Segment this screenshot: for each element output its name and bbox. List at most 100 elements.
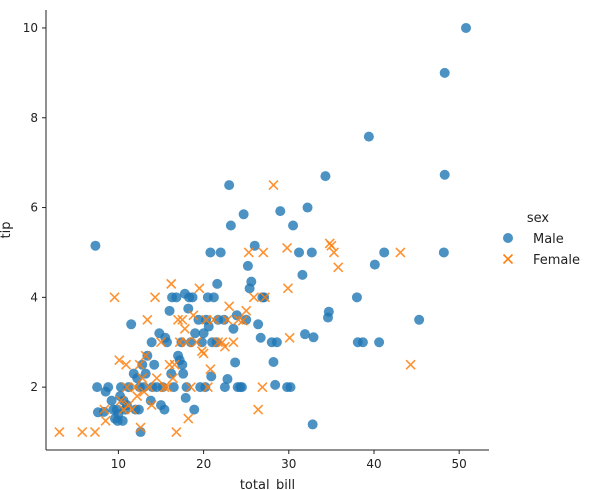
- data-point: [166, 278, 177, 289]
- data-point: [284, 332, 295, 343]
- data-point: [114, 355, 125, 366]
- data-point: [285, 382, 296, 393]
- data-point: [219, 314, 230, 325]
- data-point: [414, 314, 425, 325]
- data-point: [438, 247, 449, 258]
- legend-item-female: Female: [502, 253, 580, 268]
- data-point: [198, 348, 209, 359]
- data-point: [439, 169, 450, 180]
- data-point: [224, 180, 235, 191]
- axes: 10 20 30 40 50 2 4 6 8 10: [23, 10, 489, 471]
- data-point: [172, 314, 184, 325]
- data-point: [320, 171, 331, 182]
- y-axis-label: tip: [0, 222, 14, 239]
- data-point: [142, 314, 153, 325]
- data-point: [219, 341, 230, 352]
- data-point: [161, 382, 173, 393]
- data-point: [236, 382, 247, 393]
- legend-title: sex: [527, 211, 550, 226]
- data-point: [179, 323, 190, 334]
- data-point: [142, 350, 153, 361]
- data-point: [132, 373, 143, 384]
- data-point: [405, 359, 416, 370]
- data-point: [140, 350, 151, 361]
- data-point: [258, 247, 269, 258]
- y-tick-label: 2: [30, 380, 38, 394]
- data-point: [185, 382, 196, 393]
- data-point: [205, 364, 216, 375]
- data-point: [135, 422, 146, 433]
- data-point: [328, 247, 340, 258]
- data-point: [208, 314, 219, 325]
- data-point: [379, 247, 390, 258]
- x-tick-label: 20: [196, 457, 211, 471]
- legend-marker-female: [502, 253, 514, 265]
- data-point: [299, 329, 310, 340]
- data-point: [206, 371, 217, 382]
- data-point: [243, 247, 254, 258]
- data-point: [212, 278, 223, 289]
- data-point: [155, 337, 167, 348]
- data-point: [100, 415, 111, 426]
- data-point: [134, 359, 145, 370]
- x-tick-label: 10: [111, 457, 126, 471]
- data-point: [176, 337, 187, 348]
- data-point: [302, 202, 313, 213]
- legend-marker-male: [503, 233, 513, 243]
- legend-label-female: Female: [533, 253, 580, 268]
- data-point: [228, 323, 239, 334]
- data-point: [222, 374, 233, 385]
- data-point: [183, 413, 194, 424]
- series-male: [90, 22, 471, 438]
- data-point: [288, 220, 299, 231]
- data-point: [225, 220, 236, 231]
- data-point: [460, 22, 471, 33]
- data-point: [146, 337, 157, 348]
- data-point: [333, 262, 344, 273]
- data-point: [164, 305, 175, 316]
- data-point: [257, 382, 268, 393]
- data-point: [205, 247, 216, 258]
- y-tick-label: 10: [23, 21, 38, 35]
- data-point: [149, 359, 160, 370]
- legend-item-male: Male: [503, 232, 564, 247]
- data-point: [395, 247, 406, 258]
- y-tick-label: 4: [30, 290, 38, 304]
- data-point: [89, 426, 101, 438]
- data-point: [187, 292, 198, 303]
- data-point: [351, 292, 362, 303]
- data-point: [268, 357, 279, 367]
- data-point: [259, 292, 271, 303]
- data-point: [121, 359, 132, 370]
- data-point: [115, 395, 127, 406]
- data-point: [178, 368, 189, 379]
- data-point: [166, 368, 177, 379]
- data-point: [241, 305, 252, 316]
- data-point: [137, 359, 148, 370]
- data-point: [203, 321, 214, 332]
- data-point: [121, 382, 132, 393]
- data-point: [270, 379, 281, 390]
- data-point: [189, 404, 200, 415]
- data-point: [297, 269, 308, 280]
- series-female: [54, 180, 416, 438]
- data-point: [171, 292, 182, 303]
- data-point: [159, 404, 170, 415]
- x-tick-label: 40: [366, 457, 381, 471]
- data-point: [196, 337, 207, 348]
- y-tick-label: 8: [30, 111, 38, 125]
- data-point: [151, 373, 162, 384]
- data-point: [208, 292, 219, 303]
- data-point: [144, 382, 155, 393]
- data-point: [99, 404, 110, 415]
- data-point: [253, 319, 264, 330]
- data-point: [363, 131, 374, 142]
- data-point: [326, 240, 337, 251]
- data-point: [126, 319, 137, 330]
- data-point: [242, 260, 253, 271]
- data-point: [177, 314, 188, 325]
- data-point: [92, 382, 103, 393]
- legend-label-male: Male: [533, 232, 564, 247]
- legend: sex Male Female: [502, 211, 580, 268]
